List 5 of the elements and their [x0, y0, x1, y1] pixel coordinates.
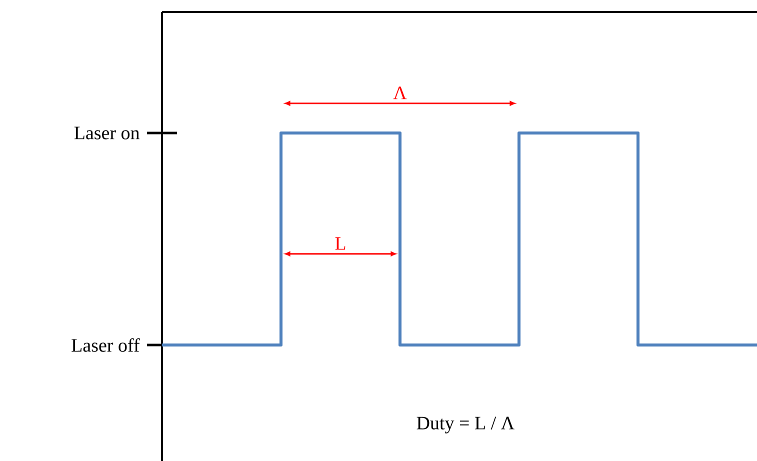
text: Duty = L / Λ [416, 416, 514, 434]
annotation: L [335, 237, 346, 250]
annotation: Laser on [74, 126, 140, 140]
text: Λ [393, 86, 407, 100]
annotation: Laser off [72, 338, 140, 352]
